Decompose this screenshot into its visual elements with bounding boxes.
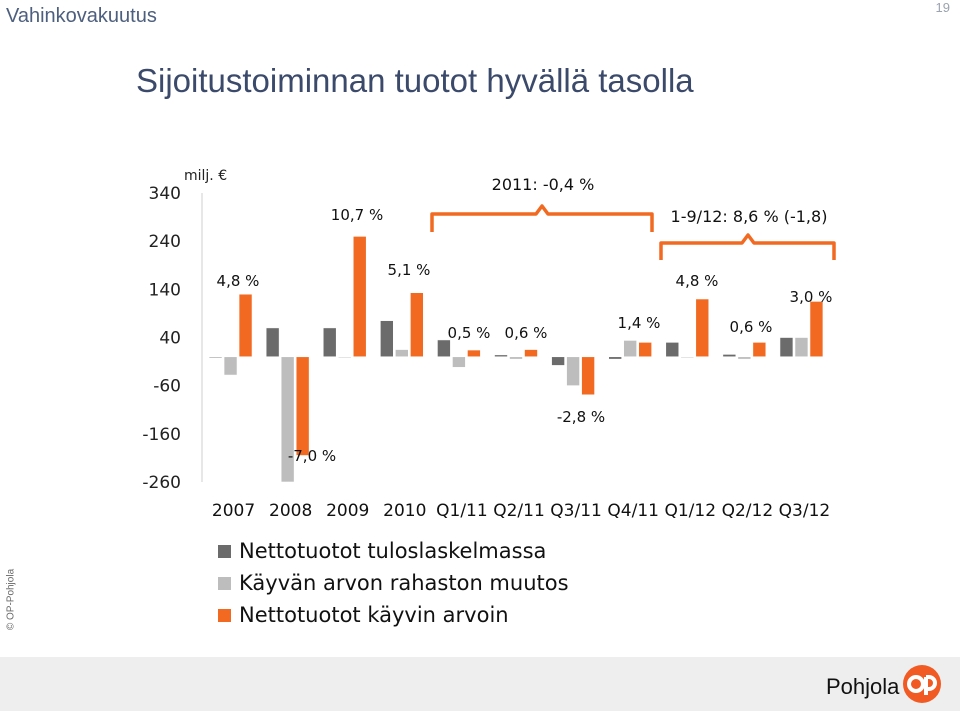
bar-light [566, 356, 580, 386]
data-label: 0,6 % [505, 324, 548, 342]
legend-label: Nettotuotot käyvin arvoin [239, 603, 509, 627]
data-label: 1,4 % [618, 314, 661, 332]
bar-light [452, 356, 466, 368]
bar-light [737, 356, 752, 360]
bar-orange [524, 349, 538, 358]
bar-light [337, 356, 352, 359]
legend-swatch-orange [218, 608, 231, 622]
unit-label: milj. € [184, 168, 227, 184]
x-tick-label: 2008 [269, 501, 312, 521]
bar-dark [608, 356, 622, 360]
op-logo-icon [903, 665, 941, 703]
bar-light [395, 349, 409, 358]
bar-orange [410, 292, 424, 358]
x-tick-label: Q1/11 [436, 501, 488, 521]
bar-dark [380, 320, 394, 358]
x-tick-label: 2007 [212, 501, 255, 521]
bar-orange [295, 356, 310, 456]
bar-dark [665, 342, 680, 358]
x-tick-label: Q2/11 [493, 501, 545, 521]
bar-dark [265, 327, 280, 358]
legend-item-series-3: Nettotuotot käyvin arvoin [218, 599, 569, 631]
section-title: Vahinkovakuutus [6, 5, 157, 27]
y-tick-label: -60 [153, 377, 181, 397]
bar-orange [238, 293, 253, 358]
y-tick-label: 240 [149, 232, 181, 252]
bar-dark [437, 339, 451, 358]
bar-orange [638, 342, 652, 358]
y-tick-label: 40 [159, 329, 181, 349]
bar-light [509, 356, 523, 360]
annotation-2012: 1-9/12: 8,6 % (-1,8) [671, 207, 828, 226]
bar-dark [722, 354, 737, 358]
bar-light [623, 340, 637, 358]
y-tick-label: 340 [149, 184, 181, 204]
bar-orange [752, 342, 767, 358]
data-label: 4,8 % [676, 272, 719, 290]
data-label: 0,6 % [730, 318, 773, 336]
bar-orange [352, 236, 367, 358]
x-tick-label: Q1/12 [664, 501, 716, 521]
data-label: 4,8 % [217, 272, 260, 290]
bar-dark [208, 356, 223, 359]
bar-light [680, 356, 695, 359]
bar-dark [779, 337, 794, 358]
bar-light [794, 337, 809, 358]
page-number: 19 [935, 0, 950, 15]
legend-label: Käyvän arvon rahaston muutos [239, 571, 569, 595]
y-tick-label: -260 [142, 473, 181, 493]
chart-legend: Nettotuotot tuloslaskelmassa Käyvän arvo… [218, 535, 569, 631]
bar-light [280, 356, 295, 483]
data-label: -7,0 % [288, 447, 336, 465]
slide-title: Sijoitustoiminnan tuotot hyvällä tasolla [136, 62, 694, 99]
x-tick-label: Q3/12 [779, 501, 831, 521]
x-tick-label: 2010 [383, 501, 426, 521]
y-tick-label: -160 [142, 425, 181, 445]
bracket-2012 [659, 233, 836, 260]
legend-item-series-1: Nettotuotot tuloslaskelmassa [218, 535, 569, 567]
bar-orange [581, 356, 595, 396]
data-label: -2,8 % [557, 408, 605, 426]
x-tick-label: 2009 [326, 501, 369, 521]
brand-name: Pohjola [826, 674, 900, 699]
bar-light [223, 356, 238, 376]
bar-dark [322, 327, 337, 358]
bar-dark [494, 354, 508, 358]
data-label: 0,5 % [448, 324, 491, 342]
data-label: 3,0 % [790, 288, 833, 306]
legend-label: Nettotuotot tuloslaskelmassa [239, 539, 547, 563]
copyright-notice: © OP-Pohjola [5, 568, 17, 631]
y-tick-label: 140 [149, 280, 181, 300]
annotation-2011: 2011: -0,4 % [492, 175, 595, 194]
bar-dark [551, 356, 565, 366]
footer-bar [0, 657, 960, 711]
bracket-2011 [430, 204, 654, 232]
data-label: 5,1 % [388, 261, 431, 279]
bar-orange [467, 349, 481, 358]
x-tick-label: Q2/12 [722, 501, 774, 521]
data-label: 10,7 % [331, 206, 383, 224]
bar-orange [695, 298, 710, 358]
legend-item-series-2: Käyvän arvon rahaston muutos [218, 567, 569, 599]
legend-swatch-dark [218, 544, 231, 558]
x-tick-label: Q4/11 [607, 501, 659, 521]
x-tick-label: Q3/11 [550, 501, 602, 521]
bar-orange [809, 301, 824, 358]
legend-swatch-light [218, 576, 231, 590]
